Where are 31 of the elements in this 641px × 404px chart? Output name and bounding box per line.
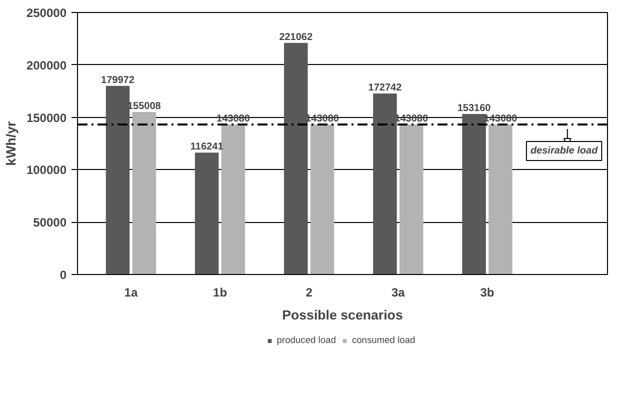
ref-line-label: desirable load — [530, 146, 599, 157]
data-label: 221062 — [279, 32, 314, 43]
bar — [106, 86, 130, 274]
y-tick-label: 200000 — [26, 58, 67, 72]
legend-label: produced load — [276, 335, 336, 345]
x-tick-label: 1b — [213, 286, 228, 300]
bar — [132, 112, 156, 274]
data-label: 172742 — [368, 82, 402, 94]
bar — [488, 124, 512, 274]
x-tick-label: 3b — [480, 286, 494, 300]
y-tick-label: 150000 — [26, 110, 67, 125]
data-label: 179972 — [101, 74, 135, 86]
y-tick-label: 50000 — [33, 216, 67, 230]
bar — [373, 93, 397, 274]
data-label: 153160 — [457, 102, 492, 114]
x-tick-label: 3a — [392, 286, 406, 300]
y-axis-title: kWh/yr — [3, 121, 18, 166]
bar — [194, 152, 219, 274]
x-tick-label: 1a — [124, 286, 138, 300]
y-tick-label: 100000 — [26, 163, 67, 178]
bar — [221, 124, 246, 274]
legend-label: consumed load — [352, 335, 416, 345]
bar — [284, 42, 308, 274]
y-tick-label: 250000 — [26, 6, 67, 20]
bar — [310, 124, 334, 274]
y-tick-label: 0 — [60, 268, 67, 282]
bar — [462, 114, 486, 274]
data-label: 116241 — [190, 142, 224, 153]
x-tick-label: 2 — [306, 286, 313, 300]
x-axis-title: Possible scenarios — [282, 308, 403, 322]
bar — [400, 124, 424, 274]
